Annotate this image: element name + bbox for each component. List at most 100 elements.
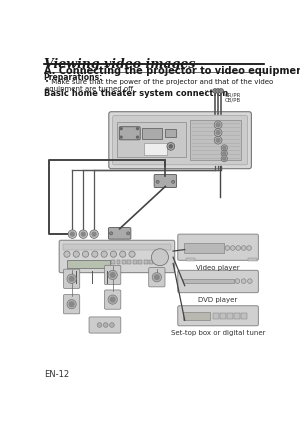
Text: EN-12: EN-12 bbox=[44, 370, 69, 379]
Bar bbox=[133, 260, 137, 264]
FancyBboxPatch shape bbox=[178, 234, 258, 260]
Bar bbox=[128, 260, 131, 264]
Bar bbox=[149, 260, 153, 264]
Circle shape bbox=[214, 128, 222, 137]
Bar bbox=[220, 312, 226, 319]
FancyBboxPatch shape bbox=[154, 174, 177, 187]
Circle shape bbox=[97, 323, 102, 327]
Circle shape bbox=[223, 146, 226, 149]
Bar bbox=[241, 312, 247, 319]
Text: A. Connecting the projector to video equipment: A. Connecting the projector to video equ… bbox=[44, 66, 300, 75]
FancyBboxPatch shape bbox=[117, 122, 185, 157]
Circle shape bbox=[67, 274, 76, 283]
Bar bbox=[190, 120, 241, 160]
Bar bbox=[116, 260, 120, 264]
Circle shape bbox=[172, 180, 175, 183]
Bar bbox=[111, 260, 115, 264]
Circle shape bbox=[127, 232, 130, 235]
FancyBboxPatch shape bbox=[119, 127, 140, 140]
Circle shape bbox=[110, 273, 115, 277]
Text: Video player: Video player bbox=[196, 265, 240, 271]
Bar bbox=[142, 128, 162, 139]
Circle shape bbox=[216, 89, 220, 93]
FancyBboxPatch shape bbox=[89, 317, 121, 333]
Circle shape bbox=[213, 89, 217, 93]
Bar bbox=[144, 143, 167, 155]
Circle shape bbox=[216, 123, 220, 127]
Circle shape bbox=[247, 245, 251, 250]
Bar bbox=[227, 312, 233, 319]
Circle shape bbox=[223, 152, 226, 155]
FancyBboxPatch shape bbox=[113, 116, 248, 165]
Bar bbox=[234, 312, 240, 319]
Circle shape bbox=[110, 323, 114, 327]
Circle shape bbox=[92, 251, 98, 257]
Circle shape bbox=[90, 230, 98, 238]
Circle shape bbox=[154, 275, 159, 279]
FancyBboxPatch shape bbox=[178, 306, 258, 326]
Circle shape bbox=[216, 131, 220, 134]
Circle shape bbox=[70, 232, 74, 236]
FancyBboxPatch shape bbox=[104, 290, 121, 309]
Circle shape bbox=[79, 230, 88, 238]
Circle shape bbox=[120, 251, 126, 257]
Circle shape bbox=[103, 323, 108, 327]
Circle shape bbox=[67, 300, 76, 309]
Text: CB/PB: CB/PB bbox=[224, 98, 240, 103]
Circle shape bbox=[129, 251, 135, 257]
Bar bbox=[154, 260, 158, 264]
Circle shape bbox=[108, 295, 117, 304]
Text: Basic home theater system connection: Basic home theater system connection bbox=[44, 89, 228, 98]
Circle shape bbox=[69, 302, 74, 307]
Circle shape bbox=[248, 279, 252, 283]
Circle shape bbox=[64, 251, 70, 257]
Circle shape bbox=[120, 136, 122, 138]
Circle shape bbox=[230, 245, 235, 250]
Circle shape bbox=[136, 136, 138, 138]
Circle shape bbox=[219, 89, 224, 93]
Bar bbox=[184, 243, 224, 253]
FancyBboxPatch shape bbox=[64, 269, 80, 288]
FancyBboxPatch shape bbox=[178, 271, 258, 293]
Bar bbox=[248, 258, 257, 261]
Text: • Make sure that the power of the projector and that of the video equipment are : • Make sure that the power of the projec… bbox=[45, 78, 274, 92]
Circle shape bbox=[169, 145, 172, 148]
FancyBboxPatch shape bbox=[64, 295, 80, 314]
Circle shape bbox=[214, 137, 222, 144]
Text: Preparations:: Preparations: bbox=[44, 73, 103, 82]
Circle shape bbox=[81, 232, 85, 236]
Circle shape bbox=[120, 128, 122, 130]
Circle shape bbox=[136, 128, 138, 130]
Bar bbox=[138, 260, 142, 264]
Text: Set-top box or digital tuner: Set-top box or digital tuner bbox=[171, 329, 265, 336]
FancyBboxPatch shape bbox=[109, 112, 251, 169]
Circle shape bbox=[152, 273, 161, 282]
Circle shape bbox=[108, 271, 117, 279]
Circle shape bbox=[221, 156, 227, 162]
Bar bbox=[183, 279, 234, 283]
Circle shape bbox=[216, 138, 220, 142]
Circle shape bbox=[225, 245, 230, 250]
Circle shape bbox=[152, 249, 169, 266]
Circle shape bbox=[110, 251, 116, 257]
Circle shape bbox=[110, 232, 113, 235]
Circle shape bbox=[236, 245, 241, 250]
Text: CR/PR: CR/PR bbox=[224, 92, 241, 97]
FancyBboxPatch shape bbox=[59, 240, 175, 273]
Circle shape bbox=[214, 121, 222, 128]
Text: DVD player: DVD player bbox=[199, 297, 238, 303]
Text: Viewing video images: Viewing video images bbox=[44, 58, 195, 71]
Circle shape bbox=[167, 142, 175, 150]
FancyBboxPatch shape bbox=[104, 265, 121, 285]
Circle shape bbox=[241, 245, 246, 250]
Bar bbox=[63, 244, 171, 250]
Circle shape bbox=[221, 145, 227, 151]
Circle shape bbox=[82, 251, 89, 257]
Circle shape bbox=[241, 279, 246, 283]
Circle shape bbox=[73, 251, 79, 257]
Bar bbox=[122, 260, 126, 264]
FancyBboxPatch shape bbox=[108, 228, 131, 239]
Circle shape bbox=[156, 180, 159, 183]
FancyBboxPatch shape bbox=[149, 268, 165, 287]
Circle shape bbox=[235, 279, 240, 283]
